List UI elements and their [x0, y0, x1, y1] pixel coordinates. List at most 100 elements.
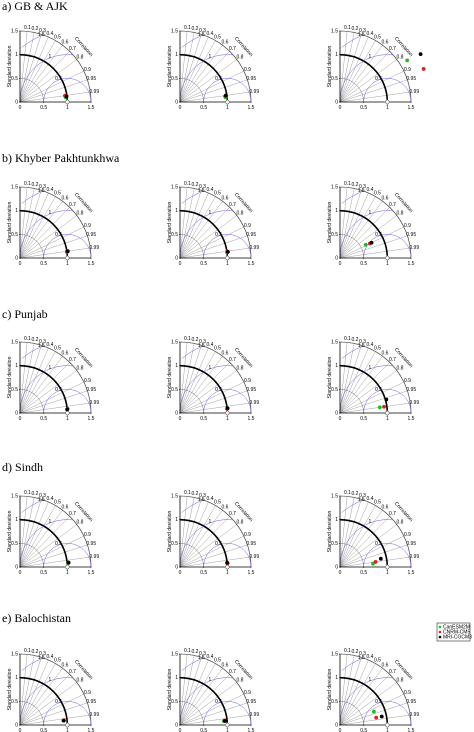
data-point-mri-cgcm3	[65, 407, 70, 412]
rms-arc	[339, 677, 393, 726]
correlation-tick-label: 0.5	[374, 658, 381, 664]
correlation-gridline	[339, 381, 404, 414]
rms-arc	[363, 543, 412, 568]
correlation-tick-label: 0.8	[237, 366, 244, 372]
rms-label: 0.5	[55, 541, 62, 547]
reference-point	[224, 255, 231, 261]
correlation-gridline	[339, 654, 348, 726]
correlation-tick-label: 0.3	[39, 28, 46, 34]
correlation-gridline	[19, 402, 91, 414]
reference-point	[384, 722, 391, 728]
correlation-gridline	[179, 70, 244, 103]
x-tick-label: 1	[66, 570, 69, 576]
x-tick-label: 0	[179, 728, 182, 732]
sd-arc	[339, 653, 412, 726]
correlation-tick-label: 0.95	[246, 76, 256, 82]
x-tick-label: 1.5	[408, 570, 415, 576]
rms-arc	[179, 210, 233, 259]
correlation-tick-label: 0.7	[389, 511, 396, 517]
correlation-tick-label: 0.6	[222, 351, 229, 357]
x-tick-label: 1.5	[88, 728, 95, 732]
correlation-tick-label: 0.9	[244, 690, 251, 696]
correlation-tick-label: 0.99	[249, 712, 259, 718]
correlation-tick-label: 0.9	[244, 378, 251, 384]
correlation-tick-label: 0.2	[352, 337, 359, 343]
x-tick-label: 0	[339, 728, 342, 732]
rms-label: 1	[369, 54, 372, 60]
rms-label: 0.5	[55, 387, 62, 393]
x-tick-label: 0.5	[360, 105, 367, 111]
sd-arc	[19, 78, 44, 103]
data-point-mri-cgcm3	[418, 52, 423, 57]
correlation-tick-label: 0.2	[352, 491, 359, 497]
y-tick-label: 0.5	[331, 232, 338, 238]
correlation-gridline	[179, 31, 188, 103]
x-tick-label: 0	[19, 105, 22, 111]
rms-arc	[21, 346, 44, 359]
correlation-tick-label: 0.8	[237, 55, 244, 61]
correlation-gridline	[19, 654, 28, 726]
rms-label: 0.5	[55, 232, 62, 238]
correlation-tick-label: 0.5	[214, 658, 221, 664]
sd-arc	[339, 495, 412, 568]
correlation-gridline	[179, 381, 244, 414]
correlation-tick-label: 0.4	[207, 342, 214, 348]
y-tick-label: 0	[175, 411, 178, 417]
data-point-cnrm-cm5	[382, 404, 386, 409]
correlation-tick-label: 0.3	[199, 651, 206, 657]
correlation-gridline	[339, 343, 355, 414]
y-tick-label: 0.5	[331, 387, 338, 393]
x-tick-label: 0.5	[200, 416, 207, 422]
y-tick-label: 1	[15, 675, 18, 681]
reference-point	[224, 722, 231, 728]
y-tick-label: 1.5	[171, 185, 178, 191]
correlation-tick-label: 0.8	[77, 678, 84, 684]
y-axis-title: Standard deviation	[327, 356, 333, 398]
sd-arc	[179, 78, 204, 103]
x-tick-label: 0.5	[360, 261, 367, 267]
correlation-tick-label: 0.9	[404, 223, 411, 229]
reference-sd-arc	[179, 364, 229, 414]
correlation-gridline	[179, 235, 248, 259]
rms-label: 1.5	[198, 655, 205, 661]
correlation-tick-label: 0.9	[404, 690, 411, 696]
reference-point	[64, 255, 71, 261]
correlation-gridline	[179, 714, 251, 726]
legend-marker	[438, 630, 442, 634]
correlation-tick-label: 0.7	[229, 357, 236, 363]
y-tick-label: 0	[15, 100, 18, 106]
correlation-tick-label: 0.5	[54, 191, 61, 197]
correlation-tick-label: 0.99	[249, 400, 259, 406]
correlation-tick-label: 0.9	[84, 223, 91, 229]
y-tick-label: 0.5	[331, 699, 338, 705]
correlation-tick-label: 0.5	[374, 346, 381, 352]
y-tick-label: 0.5	[171, 76, 178, 82]
row-label: c) Punjab	[2, 307, 48, 321]
correlation-tick-label: 0.8	[237, 520, 244, 526]
correlation-tick-label: 0.5	[54, 35, 61, 41]
y-axis-title: Standard deviation	[167, 201, 173, 243]
y-tick-label: 1	[335, 52, 338, 58]
reference-sd-arc	[339, 676, 389, 726]
correlation-gridline	[339, 188, 355, 259]
correlation-gridline	[19, 668, 63, 726]
x-tick-label: 1	[226, 261, 229, 267]
x-tick-label: 0	[339, 570, 342, 576]
correlation-tick-label: 0.7	[69, 511, 76, 517]
correlation-tick-label: 0.99	[249, 245, 259, 251]
legend-label: CNRM-CM5	[443, 630, 470, 636]
correlation-tick-label: 0.4	[47, 496, 54, 502]
correlation-gridline	[339, 362, 390, 414]
correlation-tick-label: 0.2	[192, 649, 199, 655]
reference-sd-arc	[19, 53, 69, 103]
sd-arc	[339, 186, 412, 259]
correlation-gridline	[19, 190, 42, 259]
correlation-gridline	[179, 499, 202, 568]
correlation-tick-label: 0.95	[86, 541, 96, 547]
x-tick-label: 1.5	[408, 261, 415, 267]
correlation-gridline	[179, 668, 223, 726]
rms-arc	[179, 519, 233, 568]
data-point-mri-cgcm3	[61, 718, 66, 723]
